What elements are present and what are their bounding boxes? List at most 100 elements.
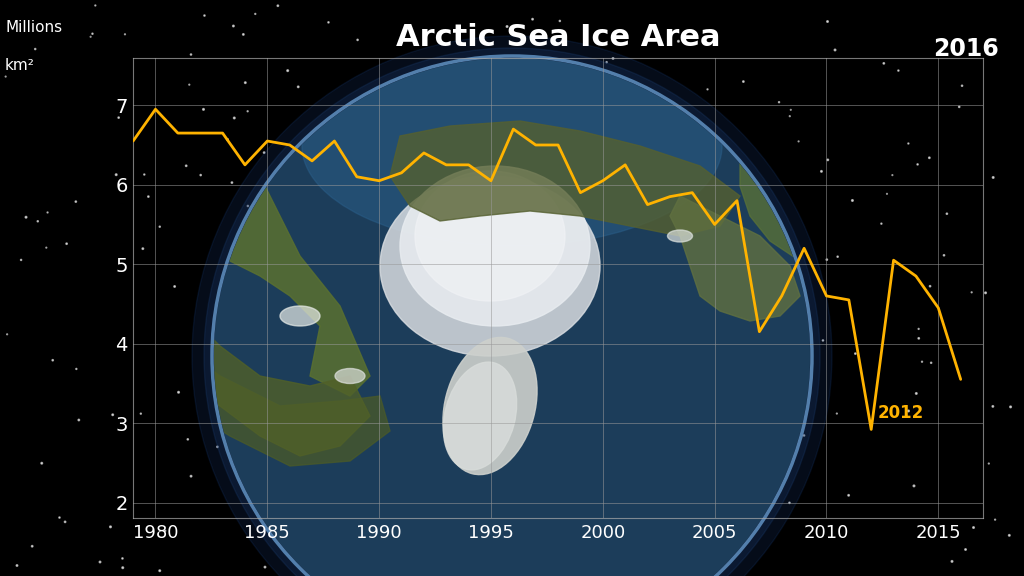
Point (640, 124, 656, 134)
Ellipse shape (443, 338, 538, 475)
Point (115, 554, 131, 563)
Point (27, 44, 43, 54)
Point (376, 202, 392, 211)
Point (884, 170, 900, 180)
Point (605, 54, 622, 63)
Point (102, 522, 119, 532)
Point (796, 431, 812, 440)
Point (944, 557, 961, 566)
Point (552, 16, 568, 25)
Ellipse shape (443, 362, 517, 470)
Point (196, 105, 212, 114)
Point (618, 192, 635, 202)
Point (325, 551, 341, 560)
Point (310, 238, 327, 248)
Point (739, 303, 756, 312)
Point (17, 213, 34, 222)
Point (223, 178, 240, 187)
Point (388, 558, 404, 567)
Point (111, 113, 127, 122)
Point (209, 442, 225, 452)
Point (1002, 402, 1019, 411)
Point (338, 505, 354, 514)
Point (641, 308, 657, 317)
Point (964, 287, 980, 297)
Point (876, 59, 892, 68)
Point (256, 148, 272, 157)
Point (826, 46, 843, 55)
Point (597, 532, 613, 541)
Point (841, 491, 857, 500)
Point (167, 282, 183, 291)
Point (523, 79, 540, 88)
Point (92, 558, 109, 567)
Point (197, 11, 213, 20)
Point (910, 324, 927, 334)
Point (501, 472, 517, 481)
Point (844, 196, 860, 205)
Point (518, 345, 535, 354)
Point (0, 329, 15, 339)
Ellipse shape (400, 166, 590, 326)
Point (9, 561, 26, 570)
Point (908, 389, 925, 398)
Point (910, 334, 927, 343)
Polygon shape (740, 136, 880, 271)
Point (357, 273, 374, 282)
Point (133, 409, 150, 418)
Point (58, 239, 75, 248)
Point (117, 30, 133, 39)
Point (879, 189, 895, 198)
Ellipse shape (302, 46, 722, 246)
Point (390, 217, 407, 226)
Point (311, 325, 328, 334)
Point (524, 14, 541, 24)
Point (498, 271, 514, 280)
Point (607, 569, 624, 576)
Ellipse shape (668, 230, 692, 242)
Point (535, 139, 551, 148)
Point (71, 415, 87, 425)
Ellipse shape (380, 176, 600, 356)
Point (30, 217, 46, 226)
Point (791, 137, 807, 146)
Point (0, 72, 14, 81)
Polygon shape (50, 246, 390, 466)
Point (442, 469, 459, 479)
Point (236, 30, 252, 39)
Point (985, 173, 1001, 182)
Point (936, 251, 952, 260)
Point (913, 357, 930, 366)
Point (560, 469, 577, 479)
Point (712, 166, 728, 175)
Point (339, 375, 355, 384)
Point (639, 201, 655, 210)
Point (953, 81, 970, 90)
Point (317, 191, 334, 200)
Point (84, 29, 100, 39)
Point (365, 298, 381, 308)
Point (815, 336, 831, 345)
Circle shape (204, 48, 820, 576)
Point (566, 364, 583, 373)
Point (108, 170, 124, 179)
Point (284, 342, 300, 351)
Point (873, 219, 890, 228)
Point (782, 105, 799, 115)
Point (341, 503, 357, 513)
Point (136, 170, 153, 179)
Point (134, 244, 151, 253)
Point (183, 472, 200, 481)
Point (240, 107, 256, 116)
Point (321, 18, 337, 27)
Point (300, 321, 316, 331)
Point (170, 388, 186, 397)
Point (614, 113, 631, 123)
Point (179, 435, 196, 444)
Point (515, 429, 531, 438)
Point (140, 192, 157, 201)
Polygon shape (100, 266, 370, 456)
Polygon shape (180, 156, 370, 396)
Point (225, 21, 242, 31)
Point (890, 66, 906, 75)
